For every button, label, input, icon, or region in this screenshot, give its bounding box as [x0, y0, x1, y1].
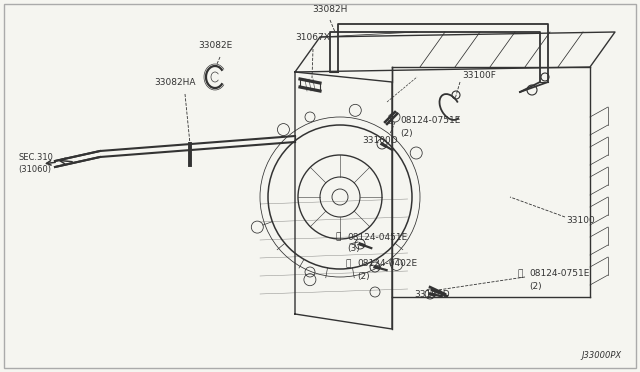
Text: (2): (2): [357, 272, 370, 280]
Text: (3): (3): [347, 244, 360, 253]
Text: J33000PX: J33000PX: [582, 351, 622, 360]
Text: Ⓑ: Ⓑ: [346, 260, 351, 269]
Text: 08124-0751E: 08124-0751E: [400, 115, 460, 125]
Text: 33100D: 33100D: [414, 290, 450, 299]
Text: (2): (2): [400, 128, 413, 138]
Text: 33100: 33100: [566, 215, 595, 224]
Text: 33100D: 33100D: [362, 136, 398, 145]
Text: 33082H: 33082H: [312, 5, 348, 14]
Text: Ⓑ: Ⓑ: [517, 269, 523, 279]
Text: 33082HA: 33082HA: [154, 78, 196, 87]
Text: 08124-0451E: 08124-0451E: [347, 232, 407, 241]
Text: (2): (2): [529, 282, 541, 291]
Text: (31060): (31060): [18, 164, 51, 173]
Text: 33100F: 33100F: [462, 71, 496, 80]
Text: Ⓑ: Ⓑ: [387, 115, 393, 125]
Text: 08124-0402E: 08124-0402E: [357, 260, 417, 269]
Text: 33082E: 33082E: [198, 41, 232, 50]
Text: 08124-0751E: 08124-0751E: [529, 269, 589, 279]
Text: 31067X: 31067X: [296, 33, 330, 42]
Text: SEC.310: SEC.310: [18, 153, 53, 161]
Text: Ⓑ: Ⓑ: [335, 232, 340, 241]
